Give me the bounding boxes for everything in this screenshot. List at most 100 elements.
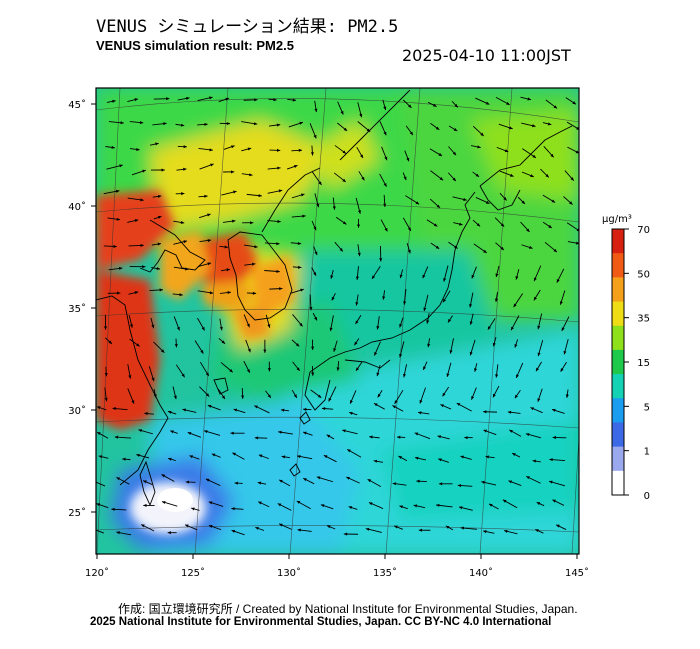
wind-arrow [303,477,315,485]
colorbar-swatch [612,446,624,472]
colorbar-swatch [612,374,624,399]
wind-arrow [356,218,361,228]
wind-arrow [143,503,155,508]
coastlines [96,89,573,507]
wind-arrow [199,361,210,377]
wind-arrow [287,98,297,102]
wind-arrow [399,505,408,510]
wind-arrow [314,193,320,208]
wind-arrow [464,436,473,440]
wind-arrow [521,171,534,178]
wind-arrow [422,361,428,371]
wind-arrow [198,147,213,152]
wind-arrow [521,244,533,249]
wind-arrow [405,125,414,136]
wind-arrow [245,339,251,353]
wind-arrow [555,524,567,530]
wind-arrow [136,453,150,459]
wind-arrow [471,266,477,279]
wind-arrow [436,503,453,508]
wind-arrow [286,165,298,170]
wind-arrow [221,268,231,272]
wind-arrow [495,364,499,378]
wind-arrow [128,315,133,328]
wind-arrow [199,238,212,243]
wind-arrow [153,341,165,354]
wind-arrow [414,432,431,440]
wind-arrow [182,408,197,413]
wind-arrow [199,386,210,397]
wind-arrow [152,194,162,198]
wind-arrow [414,456,427,461]
wind-arrow [356,146,364,159]
wind-arrow [495,266,500,278]
wind-arrow [108,266,123,271]
wind-arrow [280,408,290,412]
wind-arrow [150,168,165,172]
wind-arrow [323,454,337,463]
wind-arrow [264,242,280,246]
wind-arrow [472,219,481,227]
wind-arrow [278,523,292,530]
wind-arrow [103,189,120,195]
wind-arrow [173,240,188,245]
wind-arrow [521,122,536,128]
wind-arrow [337,122,348,132]
wind-arrow [96,481,106,487]
wind-arrow [451,101,459,108]
wind-arrow [111,507,127,511]
wind-arrow [514,390,521,399]
wind-arrow [416,479,427,483]
wind-arrow [277,503,292,511]
wind-arrow [334,241,344,252]
wind-arrow [220,362,234,373]
wind-arrow [311,171,322,186]
credit-jp: 作成: 国立環境研究所 / Created by National Instit… [118,602,578,616]
wind-arrow [106,164,123,170]
wind-arrow [185,480,196,484]
wind-arrow [469,313,474,325]
wind-arrow [495,242,505,251]
wind-arrow [397,435,406,439]
wind-arrow [488,503,499,510]
graticule [96,88,579,554]
wind-arrow [543,145,555,158]
wind-arrow [187,431,202,438]
wind-arrow [167,531,177,535]
wind-arrow [149,142,159,146]
colorbar-label: 15 [637,358,650,369]
wind-arrow [151,266,161,271]
wind-arrow [368,502,384,510]
wind-arrow [267,189,283,194]
wind-arrow [231,529,245,536]
colorbar-swatch [612,301,624,327]
wind-arrow [127,364,132,379]
wind-arrow [197,122,208,127]
wind-arrow [334,145,347,154]
wind-arrow [320,504,334,510]
wind-arrow [218,97,230,103]
wind-arrow [175,364,186,378]
wind-arrow [447,172,457,182]
wind-arrow [191,507,200,511]
wind-arrow [382,99,387,111]
wind-arrow [429,148,443,157]
wind-arrow [103,314,108,330]
wind-arrow [537,388,543,402]
wind-arrow [342,429,358,435]
wind-arrow [329,315,334,332]
wind-arrow [221,190,237,196]
wind-arrow [343,532,359,536]
wind-arrow [551,408,565,414]
wind-arrow [291,214,306,218]
wind-arrow [430,122,440,131]
wind-arrow [243,314,250,328]
wind-arrow [310,389,322,399]
lon-tick-label: 130˚ [277,567,301,579]
wind-arrow [561,316,570,332]
colorbar-swatch [612,422,624,448]
wind-arrow [371,266,381,280]
wind-arrow [445,525,454,531]
wind-arrow [333,340,338,352]
wind-arrow [278,430,293,435]
